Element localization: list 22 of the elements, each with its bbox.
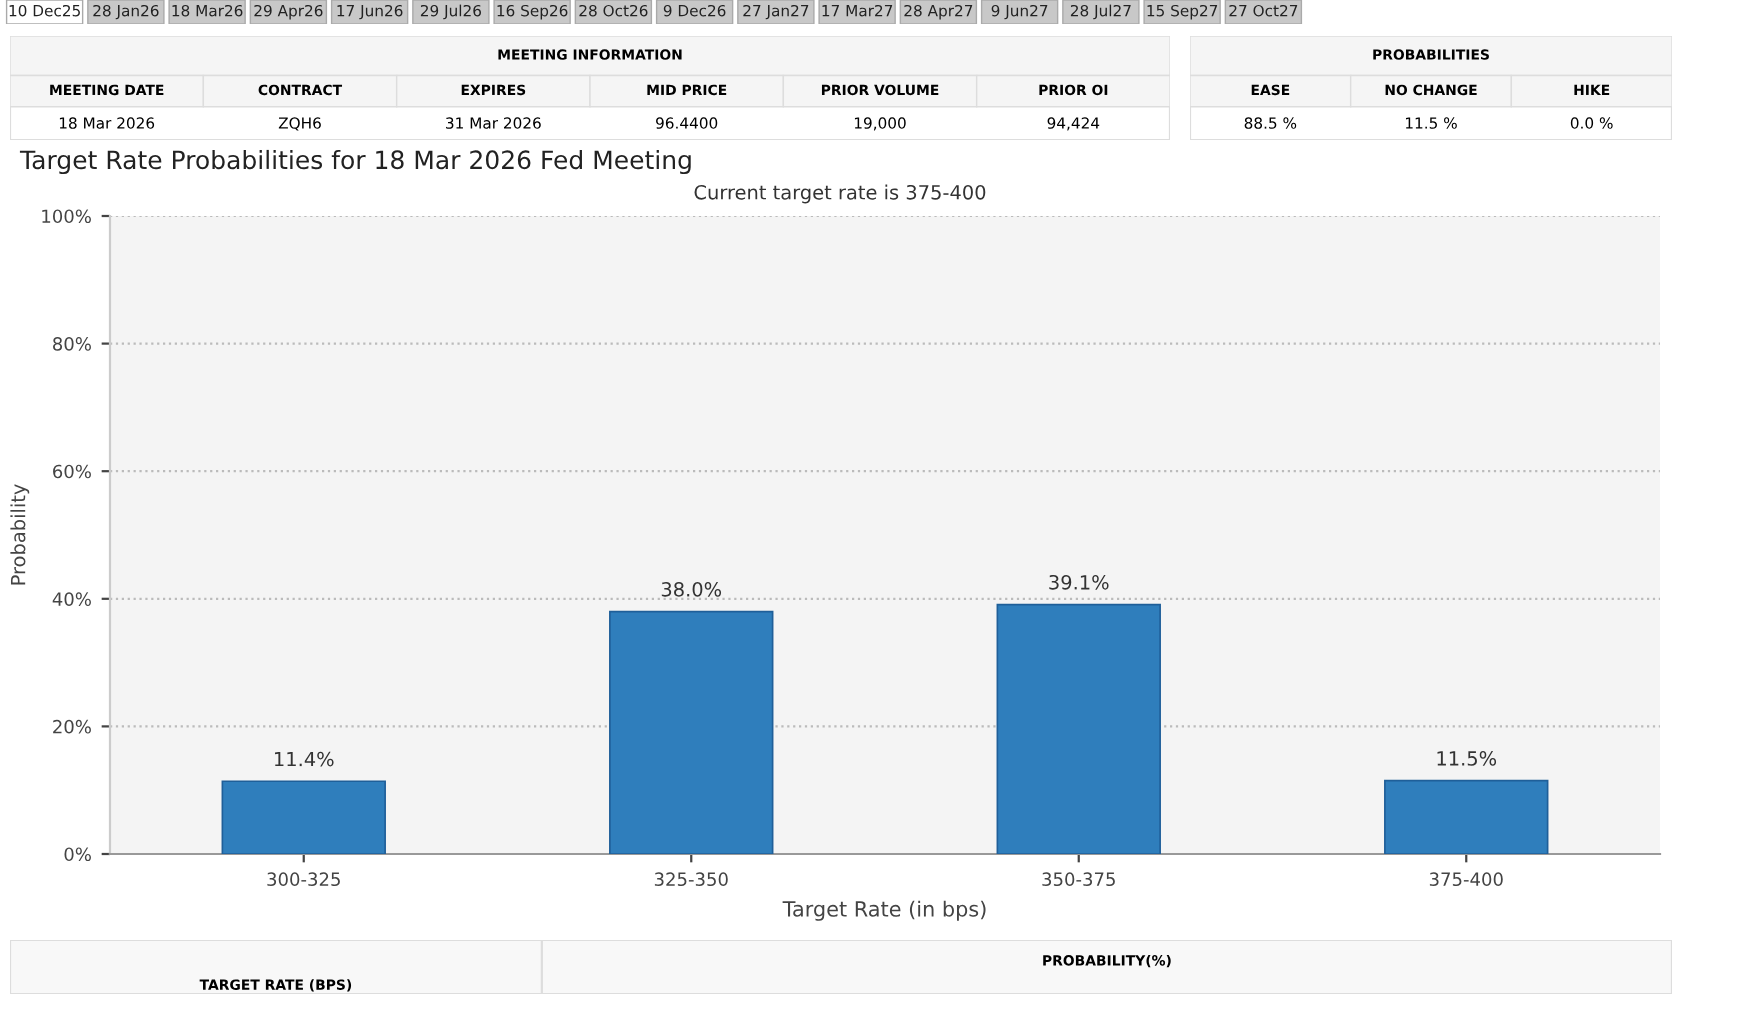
data-label: 11.5% [1437, 751, 1497, 766]
y-tick-label: 20% [53, 719, 91, 734]
x-tick-label: 350-375 [1042, 872, 1115, 887]
y-tick-label: 40% [52, 592, 91, 606]
y-tick-label: 60% [53, 464, 91, 479]
chart-subtitle: Current target rate is 375-400 [694, 184, 986, 204]
y-tick-label: 100% [42, 209, 91, 224]
x-axis-title: Target Rate (in bps) [782, 900, 986, 921]
data-label: 38.0% [661, 581, 722, 597]
data-label: 39.1% [1049, 574, 1109, 590]
x-tick-label: 325-350 [654, 872, 728, 887]
y-tick-label: 0% [64, 847, 91, 862]
x-tick-label: 300-325 [267, 872, 340, 887]
chart-title: Target Rate Probabilities for 18 Mar 2026 Fed Meeting [19, 149, 691, 175]
x-tick-label: 375-400 [1429, 872, 1503, 887]
bar [996, 603, 1161, 854]
bar [221, 780, 386, 854]
data-label: 11.4% [275, 751, 334, 767]
y-axis-title: Probability [10, 484, 30, 585]
bar [609, 610, 774, 854]
y-tick-label: 80% [53, 337, 91, 351]
bar [1384, 779, 1549, 854]
